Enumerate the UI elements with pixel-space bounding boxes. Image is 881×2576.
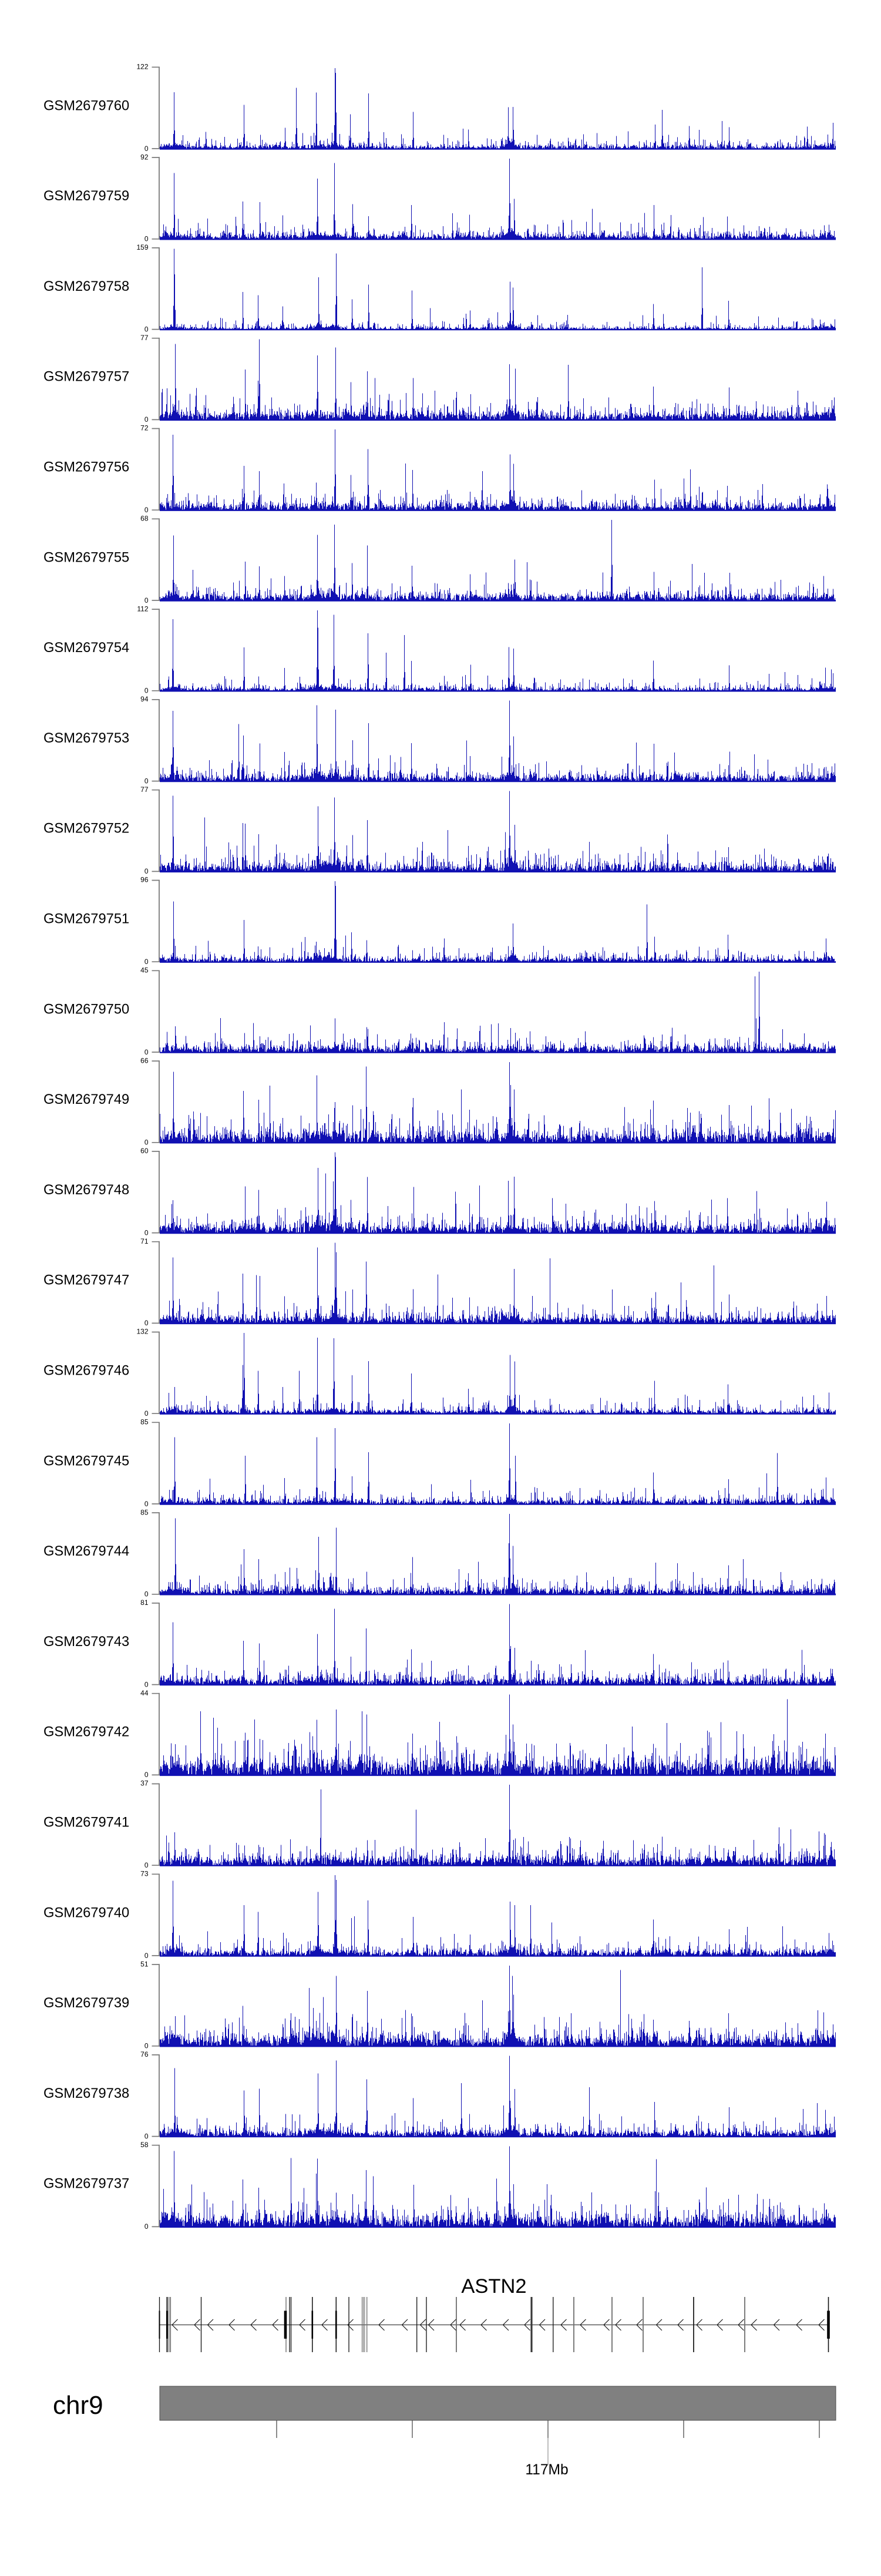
svg-text:GSM2679759: GSM2679759 xyxy=(43,189,129,204)
svg-text:0: 0 xyxy=(144,235,149,243)
svg-text:0: 0 xyxy=(144,506,149,514)
svg-text:85: 85 xyxy=(140,1418,149,1426)
svg-text:122: 122 xyxy=(136,63,148,71)
svg-text:0: 0 xyxy=(144,1861,149,1869)
svg-text:0: 0 xyxy=(144,1500,149,1508)
svg-text:0: 0 xyxy=(144,1228,149,1237)
svg-text:GSM2679751: GSM2679751 xyxy=(43,912,129,927)
svg-text:58: 58 xyxy=(140,2141,149,2149)
svg-text:0: 0 xyxy=(144,687,149,695)
svg-text:0: 0 xyxy=(144,1138,149,1147)
svg-text:0: 0 xyxy=(144,1590,149,1598)
svg-text:0: 0 xyxy=(144,777,149,785)
svg-text:132: 132 xyxy=(136,1328,148,1336)
svg-text:GSM2679749: GSM2679749 xyxy=(43,1092,129,1107)
svg-text:GSM2679746: GSM2679746 xyxy=(43,1363,129,1379)
svg-text:GSM2679754: GSM2679754 xyxy=(43,640,129,656)
svg-text:0: 0 xyxy=(144,596,149,604)
svg-text:37: 37 xyxy=(140,1779,149,1788)
svg-text:GSM2679740: GSM2679740 xyxy=(43,1905,129,1920)
svg-text:GSM2679755: GSM2679755 xyxy=(43,550,129,565)
svg-text:GSM2679737: GSM2679737 xyxy=(43,2177,129,2192)
svg-text:GSM2679753: GSM2679753 xyxy=(43,731,129,746)
svg-text:45: 45 xyxy=(140,966,149,975)
svg-text:0: 0 xyxy=(144,145,149,153)
svg-text:92: 92 xyxy=(140,153,149,161)
svg-text:77: 77 xyxy=(140,334,149,342)
svg-text:0: 0 xyxy=(144,1319,149,1327)
svg-text:0: 0 xyxy=(144,2222,149,2231)
svg-text:94: 94 xyxy=(140,695,149,703)
svg-text:68: 68 xyxy=(140,515,149,523)
svg-text:GSM2679760: GSM2679760 xyxy=(43,98,129,113)
svg-text:ASTN2: ASTN2 xyxy=(461,2275,526,2298)
svg-text:85: 85 xyxy=(140,1508,149,1516)
svg-text:81: 81 xyxy=(140,1598,149,1607)
svg-text:GSM2679739: GSM2679739 xyxy=(43,1996,129,2011)
svg-text:112: 112 xyxy=(137,604,148,613)
svg-text:GSM2679743: GSM2679743 xyxy=(43,1634,129,1650)
svg-text:GSM2679750: GSM2679750 xyxy=(43,1002,129,1017)
svg-text:0: 0 xyxy=(144,2132,149,2140)
svg-text:117Mb: 117Mb xyxy=(525,2462,568,2478)
svg-text:60: 60 xyxy=(140,1147,149,1155)
svg-text:0: 0 xyxy=(144,867,149,875)
svg-text:GSM2679738: GSM2679738 xyxy=(43,2086,129,2101)
svg-text:GSM2679744: GSM2679744 xyxy=(43,1544,129,1559)
svg-text:77: 77 xyxy=(140,785,149,794)
svg-text:0: 0 xyxy=(144,325,149,333)
svg-text:chr9: chr9 xyxy=(53,2391,103,2420)
svg-text:GSM2679757: GSM2679757 xyxy=(43,370,129,385)
svg-text:51: 51 xyxy=(140,1960,149,1968)
svg-text:96: 96 xyxy=(140,876,149,884)
svg-text:GSM2679748: GSM2679748 xyxy=(43,1183,129,1198)
svg-text:159: 159 xyxy=(136,243,148,251)
svg-text:73: 73 xyxy=(140,1870,149,1878)
svg-text:76: 76 xyxy=(140,2050,149,2058)
svg-text:0: 0 xyxy=(144,1680,149,1688)
svg-text:GSM2679741: GSM2679741 xyxy=(43,1815,129,1831)
svg-text:0: 0 xyxy=(144,415,149,424)
svg-text:GSM2679747: GSM2679747 xyxy=(43,1273,129,1288)
svg-text:0: 0 xyxy=(144,1409,149,1418)
svg-text:44: 44 xyxy=(140,1689,149,1697)
svg-text:GSM2679742: GSM2679742 xyxy=(43,1725,129,1740)
svg-text:GSM2679756: GSM2679756 xyxy=(43,460,129,475)
svg-text:GSM2679745: GSM2679745 xyxy=(43,1453,129,1469)
svg-text:0: 0 xyxy=(144,2042,149,2050)
svg-text:71: 71 xyxy=(140,1237,149,1245)
svg-text:0: 0 xyxy=(144,1952,149,1960)
svg-text:GSM2679758: GSM2679758 xyxy=(43,279,129,294)
svg-text:0: 0 xyxy=(144,958,149,966)
svg-text:66: 66 xyxy=(140,1056,149,1064)
svg-text:72: 72 xyxy=(140,424,149,432)
svg-text:0: 0 xyxy=(144,1048,149,1056)
svg-text:GSM2679752: GSM2679752 xyxy=(43,821,129,837)
svg-text:0: 0 xyxy=(144,1771,149,1779)
